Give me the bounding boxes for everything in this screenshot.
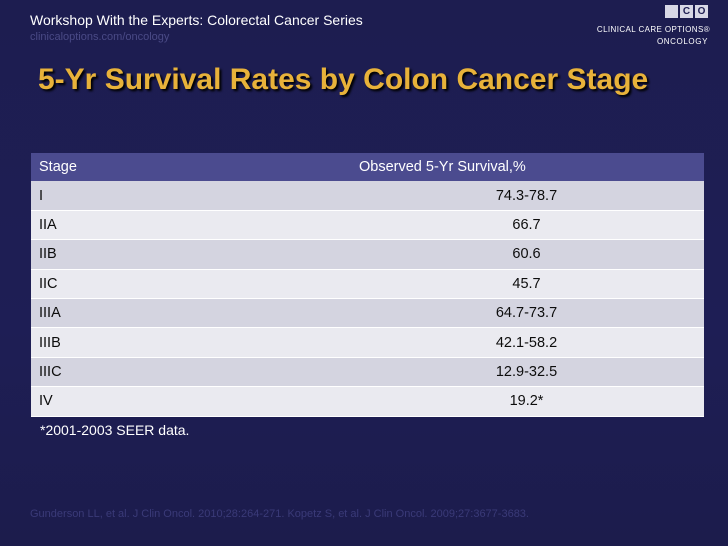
table-row: IV 19.2* bbox=[31, 386, 704, 417]
table-row: IIIA 64.7-73.7 bbox=[31, 298, 704, 329]
survival-cell: 45.7 bbox=[349, 269, 704, 299]
logo-box-1 bbox=[665, 5, 678, 18]
logo-brand-name: CLINICAL CARE OPTIONS® bbox=[596, 25, 710, 34]
stage-cell: IIIB bbox=[31, 327, 349, 358]
stage-cell: IIB bbox=[31, 239, 349, 270]
slide-title: 5-Yr Survival Rates by Colon Cancer Stag… bbox=[38, 63, 649, 96]
survival-cell: 66.7 bbox=[349, 210, 704, 241]
logo-subbrand: ONCOLOGY bbox=[656, 37, 708, 46]
table-row: I 74.3-78.7 bbox=[31, 181, 704, 211]
table-header-row: Stage Observed 5-Yr Survival,% bbox=[31, 153, 704, 182]
stage-cell: IIIA bbox=[31, 298, 349, 329]
series-title: Workshop With the Experts: Colorectal Ca… bbox=[30, 12, 363, 28]
survival-cell: 12.9-32.5 bbox=[349, 357, 704, 388]
survival-cell: 64.7-73.7 bbox=[349, 298, 704, 329]
survival-cell: 42.1-58.2 bbox=[349, 327, 704, 358]
survival-table: Stage Observed 5-Yr Survival,% I 74.3-78… bbox=[31, 153, 704, 417]
stage-cell: I bbox=[31, 181, 349, 211]
clinical-care-options-logo: C O CLINICAL CARE OPTIONS® ONCOLOGY bbox=[596, 5, 710, 47]
table-row: IIB 60.6 bbox=[31, 239, 704, 270]
header-survival-label: Observed 5-Yr Survival,% bbox=[359, 159, 526, 176]
table-row: IIIC 12.9-32.5 bbox=[31, 357, 704, 388]
logo-mark: C O bbox=[665, 5, 708, 18]
table-row: IIC 45.7 bbox=[31, 269, 704, 299]
logo-box-3-glyph: O bbox=[697, 6, 706, 17]
header-url: clinicaloptions.com/oncology bbox=[30, 31, 170, 43]
header-stage: Stage bbox=[31, 153, 349, 182]
stage-cell: IV bbox=[31, 386, 349, 417]
table-row: IIIB 42.1-58.2 bbox=[31, 327, 704, 358]
stage-cell: IIIC bbox=[31, 357, 349, 388]
references: Gunderson LL, et al. J Clin Oncol. 2010;… bbox=[30, 508, 529, 520]
logo-box-3: O bbox=[695, 5, 708, 18]
header-survival: Observed 5-Yr Survival,% bbox=[349, 153, 704, 182]
footnote: *2001-2003 SEER data. bbox=[40, 422, 190, 438]
table-row: IIA 66.7 bbox=[31, 210, 704, 241]
survival-cell: 19.2* bbox=[349, 386, 704, 417]
survival-cell: 60.6 bbox=[349, 239, 704, 270]
stage-cell: IIC bbox=[31, 269, 349, 299]
survival-cell: 74.3-78.7 bbox=[349, 181, 704, 211]
logo-box-2-glyph: C bbox=[682, 6, 691, 17]
stage-cell: IIA bbox=[31, 210, 349, 241]
logo-box-2: C bbox=[680, 5, 693, 18]
